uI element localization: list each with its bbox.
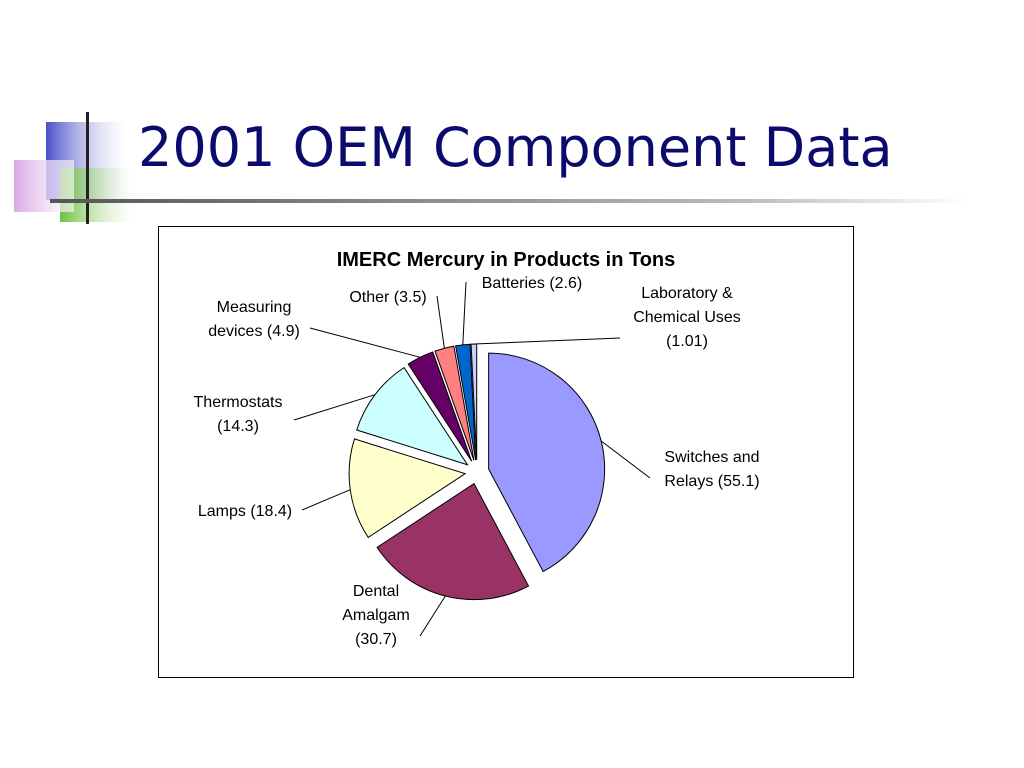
leader-line-laboratory-chemical-uses — [473, 337, 621, 345]
slice-label-laboratory-chemical-uses: Laboratory & Chemical Uses (1.01) — [633, 285, 741, 350]
slice-label-measuring-devices: Measuring devices (4.9) — [208, 299, 300, 340]
pie-slice-batteries — [455, 343, 477, 461]
slice-label-switches-and-relays: Switches and Relays (55.1) — [664, 449, 759, 490]
slice-label-dental-amalgam: Dental Amalgam (30.7) — [342, 583, 410, 648]
title-underline — [50, 199, 970, 203]
leader-line-lamps — [301, 489, 351, 511]
title-decoration — [14, 112, 970, 224]
pie-slice-switches-and-relays — [488, 352, 606, 573]
slice-label-other: Other (3.5) — [349, 289, 426, 306]
leader-line-thermostats — [293, 394, 376, 421]
slice-label-batteries: Batteries (2.6) — [482, 275, 582, 292]
slice-label-lamps: Lamps (18.4) — [198, 503, 292, 520]
leader-line-other — [436, 295, 445, 349]
leader-line-batteries — [462, 281, 467, 345]
leader-line-switches-and-relays — [600, 440, 651, 479]
pie-slice-other — [434, 345, 475, 461]
leader-line-measuring-devices — [309, 327, 421, 358]
deco-pink-square — [14, 160, 74, 212]
leader-line-dental-amalgam — [419, 595, 446, 637]
slice-label-thermostats: Thermostats (14.3) — [194, 394, 283, 435]
pie-slice-measuring-devices — [407, 351, 473, 462]
chart-title: IMERC Mercury in Products in Tons — [337, 249, 676, 271]
pie-slice-dental-amalgam — [376, 482, 530, 601]
deco-vertical-line — [86, 112, 89, 224]
slide-title: 2001 OEM Component Data — [138, 116, 893, 179]
pie-slice-thermostats — [356, 366, 469, 466]
